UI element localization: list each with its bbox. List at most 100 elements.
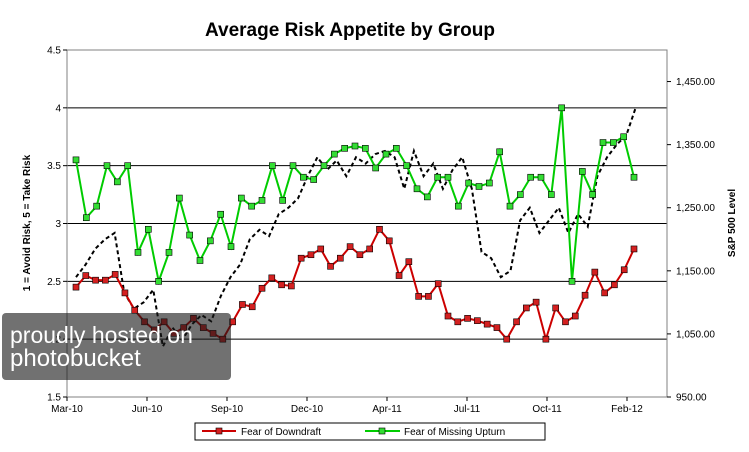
downdraft-data-point [307, 251, 315, 259]
chart-title: Average Risk Appetite by Group [205, 20, 495, 41]
upturn-data-point [620, 133, 627, 141]
downdraft-data-point [464, 315, 471, 322]
upturn-data-point [444, 173, 452, 181]
downdraft-data-point [346, 243, 354, 250]
upturn-data-point [145, 225, 152, 233]
right-tick-label: 1,050.00 [676, 329, 715, 340]
downdraft-data-point [288, 282, 295, 290]
downdraft-data-point [454, 318, 462, 326]
upturn-data-point [527, 173, 534, 181]
upturn-data-point [362, 145, 369, 152]
downdraft-data-point [395, 272, 403, 279]
right-tick-label: 1,150.00 [676, 266, 715, 277]
right-tick-label: 1,350.00 [676, 140, 715, 151]
upturn-data-point [486, 179, 493, 187]
downdraft-data-point [425, 293, 432, 300]
upturn-data-point [289, 162, 297, 169]
downdraft-data-point [317, 245, 325, 253]
upturn-data-point [217, 210, 224, 218]
x-tick-label: Oct-11 [532, 404, 562, 415]
upturn-data-point [351, 142, 359, 150]
upturn-data-point [114, 178, 121, 186]
downdraft-data-point [131, 306, 139, 314]
downdraft-data-point [620, 266, 628, 274]
downdraft-data-point [571, 312, 579, 320]
left-tick-label: 3 [55, 219, 61, 230]
upturn-data-point [558, 104, 565, 112]
watermark-line2: photobucket [10, 345, 141, 372]
upturn-data-point [465, 179, 472, 187]
downdraft-data-point [611, 281, 618, 289]
downdraft-data-point [523, 304, 530, 312]
upturn-data-point [475, 183, 483, 190]
upturn-data-point [93, 202, 100, 210]
downdraft-data-point [385, 237, 393, 245]
upturn-data-point [207, 237, 214, 245]
upturn-data-point [155, 278, 162, 285]
legend-upturn-marker [378, 427, 386, 435]
downdraft-data-point [542, 335, 550, 343]
downdraft-data-point [366, 245, 373, 253]
watermark-line1: proudly hosted on [10, 322, 193, 348]
downdraft-data-point [474, 317, 481, 324]
upturn-data-point [537, 173, 545, 181]
upturn-data-point [610, 139, 617, 146]
x-tick-label: Feb-12 [611, 404, 643, 415]
x-tick-label: Mar-10 [51, 404, 83, 415]
upturn-data-point [630, 173, 638, 181]
upturn-data-point [124, 162, 131, 169]
downdraft-data-point [444, 312, 452, 320]
downdraft-data-point [102, 276, 109, 284]
upturn-data-point [258, 197, 266, 204]
downdraft-data-point [268, 274, 276, 282]
upturn-data-point [579, 168, 586, 175]
upturn-data-point [517, 191, 524, 198]
upturn-data-point [589, 191, 596, 198]
series-layer [72, 104, 638, 350]
upturn-data-point [238, 194, 245, 202]
right-axis-ticks: 950.00 1,050.00 1,150.00 1,250.00 1,350.00 1,… [667, 77, 715, 404]
left-tick-label: 3.5 [47, 161, 61, 172]
downdraft-data-point [82, 272, 90, 279]
upturn-data-point [382, 150, 390, 158]
upturn-data-point [248, 202, 255, 210]
x-tick-label: Jun-10 [132, 404, 163, 415]
upturn-data-point [496, 148, 503, 156]
upturn-data-point [300, 173, 307, 181]
downdraft-data-point [337, 254, 344, 262]
upturn-data-point [320, 162, 328, 169]
sp500-dashed-line [75, 106, 637, 350]
x-tick-label: Sep-10 [211, 404, 244, 415]
left-tick-label: 4.5 [47, 46, 61, 57]
watermark-box [2, 313, 231, 380]
upturn-data-point [269, 162, 276, 169]
downdraft-data-point [258, 284, 266, 292]
upturn-data-point [413, 185, 421, 193]
legend: Fear of Downdraft Fear of Missing Upturn [194, 422, 546, 441]
upturn-data-point [176, 194, 183, 202]
legend-downdraft-marker [215, 427, 223, 435]
right-tick-label: 1,250.00 [676, 203, 715, 214]
downdraft-data-point [581, 291, 589, 299]
downdraft-data-point [248, 303, 256, 311]
upturn-data-point [227, 243, 235, 250]
downdraft-data-point [415, 293, 422, 300]
upturn-data-point [83, 214, 90, 222]
upturn-data-point [341, 145, 348, 152]
downdraft-data-point [92, 276, 99, 284]
legend-downdraft-label: Fear of Downdraft [241, 427, 321, 438]
downdraft-data-point [327, 262, 334, 270]
downdraft-data-point [532, 298, 540, 306]
downdraft-data-point [121, 289, 129, 297]
downdraft-data-point [297, 254, 305, 262]
upturn-data-point [134, 249, 142, 256]
x-tick-label: Apr-11 [372, 404, 402, 415]
downdraft-data-point [278, 281, 285, 289]
downdraft-data-point [513, 318, 520, 326]
x-axis-ticks: Mar-10 Jun-10 Sep-10 Dec-10 Apr-11 Jul-11 Oct-… [51, 397, 643, 415]
upturn-data-point [310, 176, 317, 183]
right-tick-label: 950.00 [676, 393, 707, 404]
upturn-data-point [331, 150, 338, 158]
